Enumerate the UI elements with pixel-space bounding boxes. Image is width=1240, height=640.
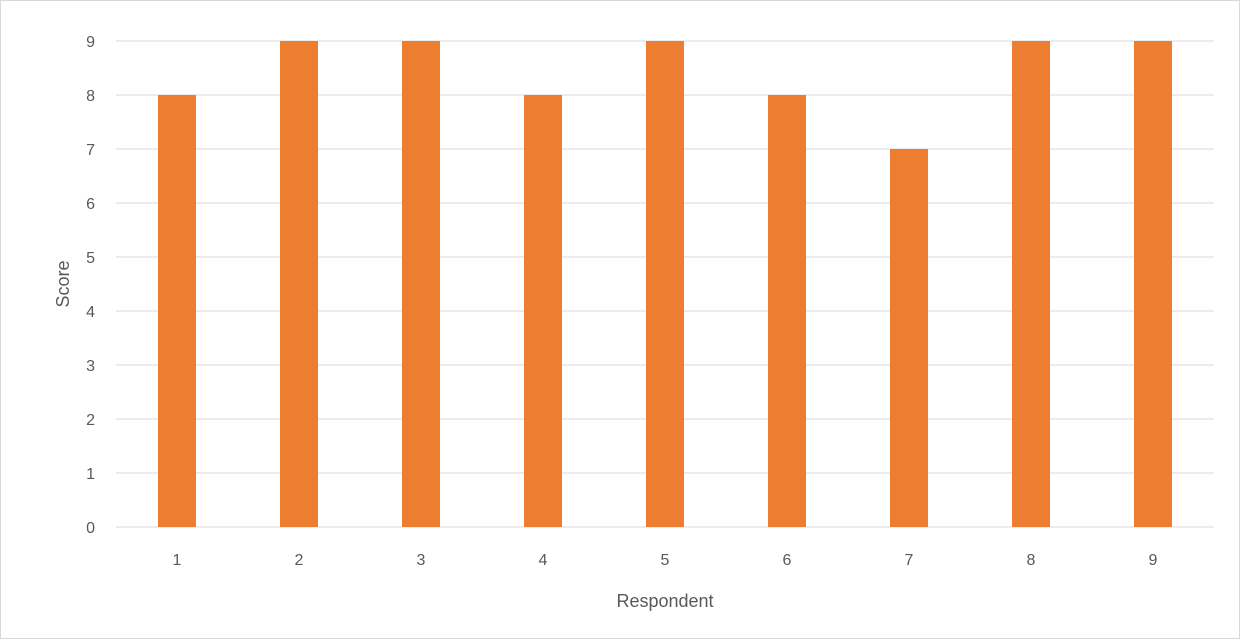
bar (1012, 41, 1050, 527)
bar (524, 95, 562, 527)
x-axis-title: Respondent (616, 591, 713, 611)
y-tick-label: 7 (86, 142, 95, 159)
x-tick-label: 9 (1149, 552, 1158, 569)
y-tick-label: 4 (86, 304, 95, 321)
y-tick-label: 9 (86, 34, 95, 51)
bars (158, 41, 1172, 527)
bar (280, 41, 318, 527)
bar (158, 95, 196, 527)
y-tick-label: 1 (86, 466, 95, 483)
x-tick-label: 6 (783, 552, 792, 569)
bar (646, 41, 684, 527)
y-tick-labels: 0 1 2 3 4 5 6 7 8 9 (86, 34, 95, 537)
bar (1134, 41, 1172, 527)
x-tick-labels: 1 2 3 4 5 6 7 8 9 (173, 552, 1158, 569)
x-tick-label: 1 (173, 552, 182, 569)
y-tick-label: 2 (86, 412, 95, 429)
y-tick-label: 8 (86, 88, 95, 105)
y-axis-title: Score (53, 260, 73, 307)
x-tick-label: 2 (295, 552, 304, 569)
x-tick-label: 7 (905, 552, 914, 569)
x-tick-label: 3 (417, 552, 426, 569)
y-tick-label: 5 (86, 250, 95, 267)
y-tick-label: 3 (86, 358, 95, 375)
bar (890, 149, 928, 527)
y-tick-label: 6 (86, 196, 95, 213)
bar (402, 41, 440, 527)
x-tick-label: 5 (661, 552, 670, 569)
x-tick-label: 4 (539, 552, 548, 569)
x-tick-label: 8 (1027, 552, 1036, 569)
bar (768, 95, 806, 527)
y-tick-label: 0 (86, 520, 95, 537)
